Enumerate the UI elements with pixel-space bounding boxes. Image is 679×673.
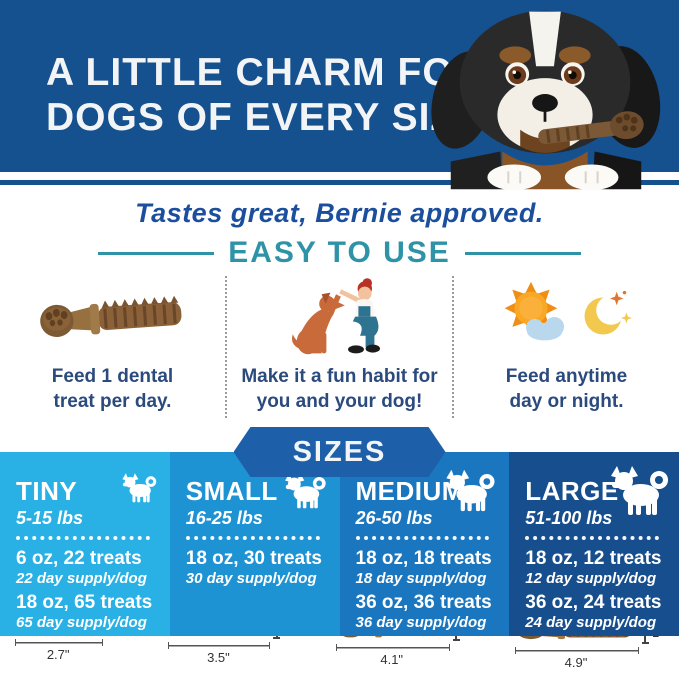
width-bracket (335, 644, 450, 651)
dental-treat-icon (36, 276, 189, 358)
step-anytime: Feed anytime day or night. (452, 276, 679, 418)
width-label: 4.1" (380, 652, 404, 667)
size-column-tiny: TINY 5-15 lbs 6 oz, 22 treats 22 day sup… (0, 452, 170, 636)
width-label: 4.9" (564, 655, 588, 670)
pack-option: 36 oz, 24 treats 24 day supply/dog (525, 592, 662, 631)
tagline: Tastes great, Bernie approved. (135, 198, 544, 228)
dotted-divider (16, 536, 150, 540)
width-label: 3.5" (207, 650, 230, 665)
easy-to-use-title: EASY TO USE (228, 236, 451, 269)
pack-option: 6 oz, 22 treats 22 day supply/dog (16, 548, 147, 587)
size-name: LARGE (525, 476, 619, 506)
dotted-divider (525, 536, 659, 540)
width-bracket (514, 647, 639, 654)
easy-steps: Feed 1 dental treat per day. (0, 276, 679, 418)
size-column-small: SMALL 16-25 lbs 18 oz, 30 treats 30 day … (169, 452, 340, 636)
sun-and-moon-icon (493, 276, 641, 358)
headline-line1: A LITTLE CHARM FOR (46, 51, 483, 94)
size-name: SMALL (185, 476, 278, 506)
size-name: TINY (16, 476, 78, 506)
dog-highfive-icon (278, 276, 402, 358)
step-caption: Feed 1 dental treat per day. (51, 366, 174, 413)
width-bracket (168, 642, 271, 649)
headline-line2: DOGS OF EVERY SIZE (46, 96, 483, 140)
dotted-divider (185, 536, 320, 540)
headline: A LITTLE CHARM FOR DOGS OF EVERY SIZE (0, 0, 679, 140)
white-stripe (0, 172, 679, 180)
size-weight: 51-100 lbs (525, 508, 613, 528)
pack-option: 18 oz, 30 treats 30 day supply/dog (185, 548, 322, 587)
pack-option: 18 oz, 65 treats 65 day supply/dog (16, 592, 153, 631)
blue-stripe (0, 180, 679, 185)
size-weight: 5-15 lbs (16, 508, 84, 528)
size-weight: 16-25 lbs (185, 508, 263, 528)
tiny-dog-icon (122, 473, 156, 503)
pack-option: 18 oz, 12 treats 12 day supply/dog (525, 548, 662, 587)
size-columns: TINY 5-15 lbs 6 oz, 22 treats 22 day sup… (0, 452, 679, 636)
large-dog-icon (611, 466, 669, 515)
right-rule (464, 251, 581, 255)
dotted-divider (355, 536, 490, 540)
step-caption: Make it a fun habit for you and your dog… (241, 366, 438, 413)
pack-option: 36 oz, 36 treats 36 day supply/dog (355, 592, 492, 631)
left-rule (98, 251, 215, 255)
sizes-title: SIZES (292, 435, 387, 468)
step-feed-daily: Feed 1 dental treat per day. (0, 276, 225, 418)
medium-dog-icon (446, 469, 495, 512)
step-fun-habit: Make it a fun habit for you and your dog… (225, 276, 452, 418)
size-name: MEDIUM (355, 476, 464, 506)
width-bracket (15, 639, 104, 646)
small-dog-icon (284, 473, 326, 509)
width-label: 2.7" (46, 647, 70, 662)
sizes-ribbon: SIZES (233, 427, 446, 477)
sizes-section: SIZES TINY 5-15 lbs 6 oz, 22 treats 22 d… (0, 427, 679, 636)
size-weight: 26-50 lbs (355, 508, 433, 528)
easy-to-use-header: EASY TO USE (0, 236, 679, 270)
size-column-large: LARGE 51-100 lbs 18 oz, 12 treats 12 day… (509, 452, 679, 636)
size-column-medium: MEDIUM 26-50 lbs 18 oz, 18 treats 18 day… (339, 452, 510, 636)
step-caption: Feed anytime day or night. (505, 366, 628, 413)
bernese-dog-illustration (431, 10, 661, 190)
pack-option: 18 oz, 18 treats 18 day supply/dog (355, 548, 492, 587)
